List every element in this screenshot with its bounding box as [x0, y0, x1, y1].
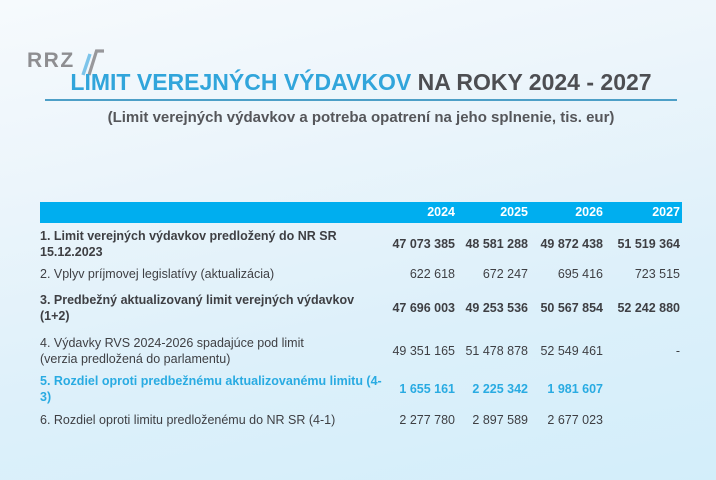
row-label: 3. Predbežný aktualizovaný limit verejný…	[40, 293, 355, 323]
title-underline	[45, 99, 677, 101]
column-header-2024: 2024	[427, 205, 455, 219]
cell-value: 2 225 342	[472, 382, 528, 396]
limits-table: 2024 2025 2026 2027 1. Limit verejných v…	[40, 202, 682, 428]
cell-value: 48 581 288	[465, 237, 528, 251]
row-label: 2. Vplyv príjmovej legislatívy (aktualiz…	[40, 267, 275, 281]
row-label-line2: (verzia predložená do parlamentu)	[40, 352, 231, 366]
cell-value: 2 897 589	[472, 413, 528, 427]
column-header-2027: 2027	[652, 205, 680, 219]
title-highlight: LIMIT VEREJNÝCH VÝDAVKOV	[70, 69, 412, 95]
slide-header: LIMIT VEREJNÝCH VÝDAVKOV NA ROKY 2024 - …	[40, 69, 682, 126]
cell-value: 622 618	[409, 267, 455, 281]
cell-value: 51 478 878	[465, 344, 528, 358]
table-row: 1. Limit verejných výdavkov predložený d…	[40, 228, 682, 260]
cell-value: 49 253 536	[465, 301, 528, 315]
cell-value: 49 872 438	[540, 237, 603, 251]
cell-value: 52 242 880	[617, 301, 680, 315]
page-title: LIMIT VEREJNÝCH VÝDAVKOV NA ROKY 2024 - …	[40, 69, 682, 96]
table-header-row: 2024 2025 2026 2027	[40, 202, 682, 223]
cell-value: 52 549 461	[540, 344, 603, 358]
rrz-logo-slash-icon	[81, 49, 104, 76]
cell-value: 723 515	[634, 267, 680, 281]
page-subtitle: (Limit verejných výdavkov a potreba opat…	[107, 109, 615, 126]
title-rest: NA ROKY 2024 - 2027	[411, 69, 652, 95]
cell-value: 695 416	[557, 267, 603, 281]
rrz-logo-text: RRZ	[27, 48, 75, 72]
rrz-logo: RRZ	[27, 44, 106, 76]
table-row: 5. Rozdiel oproti predbežnému aktualizov…	[40, 373, 682, 405]
cell-value: 51 519 364	[617, 237, 680, 251]
column-header-2026: 2026	[575, 205, 603, 219]
cell-value: 1 655 161	[399, 382, 455, 396]
table-row: 2. Vplyv príjmovej legislatívy (aktualiz…	[40, 266, 682, 282]
row-label-line1: 4. Výdavky RVS 2024-2026 spadajúce pod l…	[40, 336, 304, 350]
cell-value: 47 696 003	[392, 301, 455, 315]
table-row: 3. Predbežný aktualizovaný limit verejný…	[40, 292, 682, 324]
cell-value: 2 677 023	[547, 413, 603, 427]
row-label: 1. Limit verejných výdavkov predložený d…	[40, 229, 337, 259]
table-row: 4. Výdavky RVS 2024-2026 spadajúce pod l…	[40, 335, 682, 367]
cell-value: 672 247	[482, 267, 528, 281]
column-header-2025: 2025	[500, 205, 528, 219]
cell-value: 1 981 607	[547, 382, 603, 396]
cell-value: 50 567 854	[540, 301, 603, 315]
row-label: 5. Rozdiel oproti predbežnému aktualizov…	[40, 374, 382, 404]
cell-value: 47 073 385	[392, 237, 455, 251]
table-row: 6. Rozdiel oproti limitu predloženému do…	[40, 412, 682, 428]
cell-value: -	[675, 344, 680, 358]
row-label: 4. Výdavky RVS 2024-2026 spadajúce pod l…	[40, 335, 390, 367]
cell-value: 2 277 780	[399, 413, 455, 427]
cell-value: 49 351 165	[392, 344, 455, 358]
row-label: 6. Rozdiel oproti limitu predloženému do…	[40, 413, 336, 427]
